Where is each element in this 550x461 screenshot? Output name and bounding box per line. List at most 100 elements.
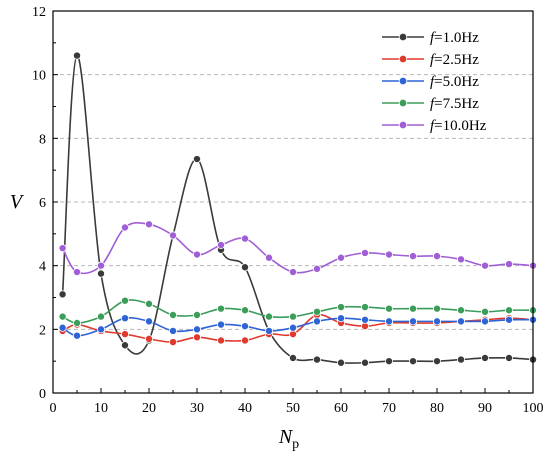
data-point [97, 312, 106, 321]
data-point [264, 312, 273, 321]
legend-label: f=5.0Hz [430, 74, 479, 90]
data-point [336, 253, 345, 262]
data-point [336, 303, 345, 312]
data-point [58, 244, 67, 253]
data-point [97, 261, 106, 270]
data-point [504, 260, 513, 269]
data-point [144, 334, 153, 343]
data-point [240, 306, 249, 315]
data-point [312, 307, 321, 316]
data-point [216, 320, 225, 329]
data-point [192, 311, 201, 320]
data-point [432, 357, 441, 366]
x-tick-label: 70 [382, 401, 396, 416]
data-point [168, 338, 177, 347]
legend-marker [398, 32, 408, 42]
y-tick-label: 0 [39, 387, 46, 402]
data-point [58, 312, 67, 321]
data-point [336, 358, 345, 367]
legend-label-value: =5.0Hz [434, 74, 479, 90]
y-axis-title: V [10, 191, 25, 213]
data-point [504, 306, 513, 315]
x-tick-label: 40 [238, 401, 252, 416]
data-point [480, 353, 489, 362]
data-point [264, 253, 273, 262]
legend-label: f=7.5Hz [430, 96, 479, 112]
legend-label-value: =1.0Hz [434, 30, 479, 46]
legend-label-variable: f [430, 96, 436, 112]
data-point [288, 323, 297, 332]
data-point [58, 323, 67, 332]
data-point [312, 317, 321, 326]
data-point [73, 331, 82, 340]
data-point [240, 336, 249, 345]
data-point [240, 322, 249, 331]
data-point [121, 330, 130, 339]
data-point [432, 317, 441, 326]
x-tick-label: 20 [142, 401, 156, 416]
series-group [58, 296, 538, 327]
y-tick-label: 6 [39, 196, 46, 211]
x-tick-label: 60 [334, 401, 348, 416]
data-point [360, 248, 369, 257]
data-point [121, 223, 130, 232]
x-tick-label: 10 [94, 401, 108, 416]
x-axis-title-main: N [278, 426, 294, 448]
data-point [432, 304, 441, 313]
data-point [432, 252, 441, 261]
data-point [121, 296, 130, 305]
data-point [408, 304, 417, 313]
data-point [504, 315, 513, 324]
data-point [360, 358, 369, 367]
data-point [336, 314, 345, 323]
data-point [480, 317, 489, 326]
data-point [97, 269, 106, 278]
series-group [58, 220, 538, 277]
legend-label: f=2.5Hz [430, 52, 479, 68]
data-point [288, 353, 297, 362]
legend-marker [398, 98, 408, 108]
data-point [216, 336, 225, 345]
legend-marker [398, 120, 408, 130]
legend-label-value: =2.5Hz [434, 52, 479, 68]
legend-label-variable: f [430, 52, 436, 68]
legend-label-variable: f [430, 118, 436, 134]
data-point [168, 231, 177, 240]
data-point [312, 355, 321, 364]
y-tick-label: 2 [39, 323, 46, 338]
data-point [480, 261, 489, 270]
data-point [58, 290, 67, 299]
x-tick-label: 50 [286, 401, 300, 416]
data-point [288, 268, 297, 277]
y-tick-label: 4 [39, 260, 46, 275]
data-point [384, 357, 393, 366]
legend-label-variable: f [430, 74, 436, 90]
y-tick-label: 12 [32, 5, 46, 20]
data-point [73, 51, 82, 60]
data-point [240, 234, 249, 243]
plot-series [58, 51, 538, 367]
data-point [144, 220, 153, 229]
x-tick-label: 100 [523, 401, 544, 416]
data-point [360, 303, 369, 312]
data-point [456, 317, 465, 326]
x-axis-title: Np [278, 426, 299, 452]
x-tick-label: 30 [190, 401, 204, 416]
data-point [216, 240, 225, 249]
y-tick-label: 10 [32, 69, 46, 84]
legend-label: f=10.0Hz [430, 118, 487, 134]
data-point [312, 264, 321, 273]
data-point [121, 341, 130, 350]
data-point [216, 304, 225, 313]
data-point [504, 353, 513, 362]
data-point [264, 326, 273, 335]
data-point [456, 255, 465, 264]
data-point [168, 311, 177, 320]
grid-lines [53, 74, 533, 330]
x-tick-label: 0 [50, 401, 57, 416]
x-axis-title-subscript: p [292, 437, 299, 452]
data-point [192, 155, 201, 164]
legend-label-variable: f [430, 30, 436, 46]
data-point [73, 268, 82, 277]
